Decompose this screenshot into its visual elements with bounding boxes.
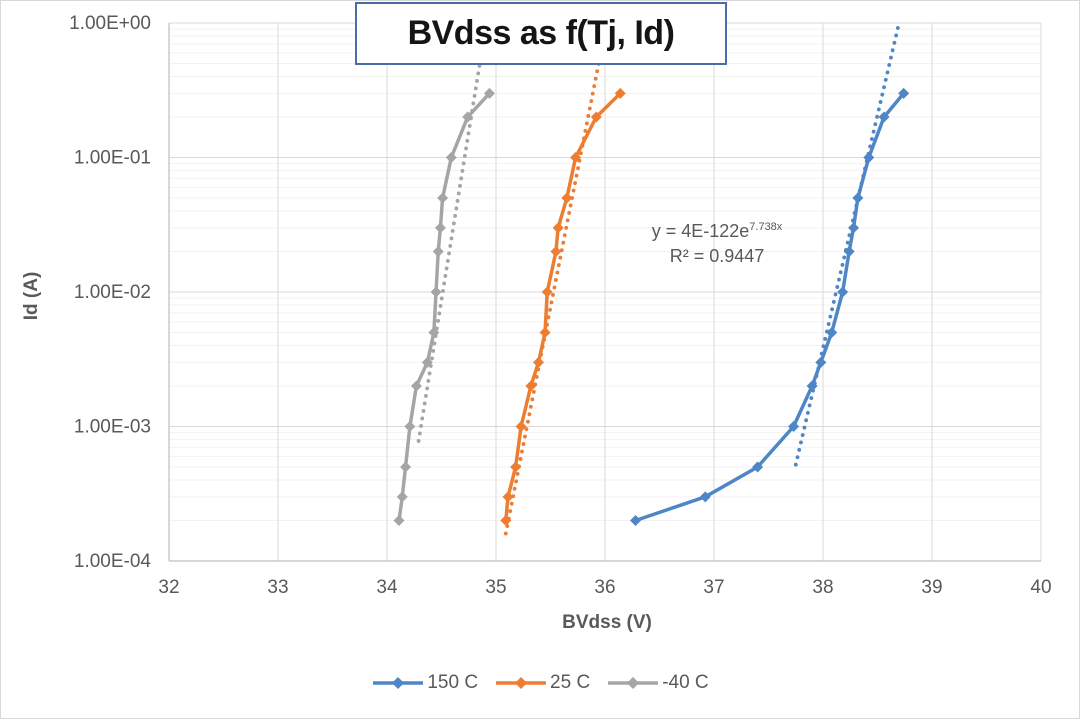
svg-text:1.00E-02: 1.00E-02 [74, 282, 151, 303]
svg-text:38: 38 [812, 577, 833, 598]
svg-text:34: 34 [376, 577, 398, 598]
legend-label-150c: 150 C [427, 672, 479, 693]
svg-text:1.00E-01: 1.00E-01 [74, 148, 151, 169]
svg-text:36: 36 [594, 577, 615, 598]
chart-title-box: BVdss as f(Tj, Id) [355, 2, 727, 65]
svg-text:1.00E+00: 1.00E+00 [69, 13, 151, 34]
trendline-equation: y = 4E-122e7.738x [652, 215, 783, 244]
legend-label-minus40c: -40 C [662, 672, 709, 693]
equation-base: y = 4E-122e [651, 221, 750, 241]
svg-text:1.00E-03: 1.00E-03 [74, 417, 151, 438]
x-axis-title: BVdss (V) [562, 612, 652, 633]
svg-text:37: 37 [703, 577, 724, 598]
svg-text:32: 32 [158, 577, 179, 598]
legend-item: 150 C [373, 672, 478, 694]
svg-text:39: 39 [921, 577, 942, 598]
legend-swatch-150c [373, 676, 424, 690]
legend: 150 C 25 C -40 C [1, 672, 1079, 694]
trendline-annotation: y = 4E-122e7.738x R² = 0.9447 [652, 215, 783, 269]
svg-text:35: 35 [485, 577, 506, 598]
svg-text:40: 40 [1030, 577, 1051, 598]
chart-title: BVdss as f(Tj, Id) [407, 14, 675, 52]
legend-swatch-25c [496, 676, 547, 690]
equation-exponent: 7.738x [749, 221, 783, 233]
legend-label-25c: 25 C [550, 672, 591, 693]
r-squared-value: R² = 0.9447 [669, 246, 765, 266]
legend-item: -40 C [608, 672, 709, 694]
y-axis-title: Id (A) [21, 271, 42, 321]
svg-text:1.00E-04: 1.00E-04 [74, 551, 152, 572]
legend-item: 25 C [496, 672, 590, 694]
legend-swatch-minus40c [608, 676, 659, 690]
svg-text:33: 33 [267, 577, 288, 598]
